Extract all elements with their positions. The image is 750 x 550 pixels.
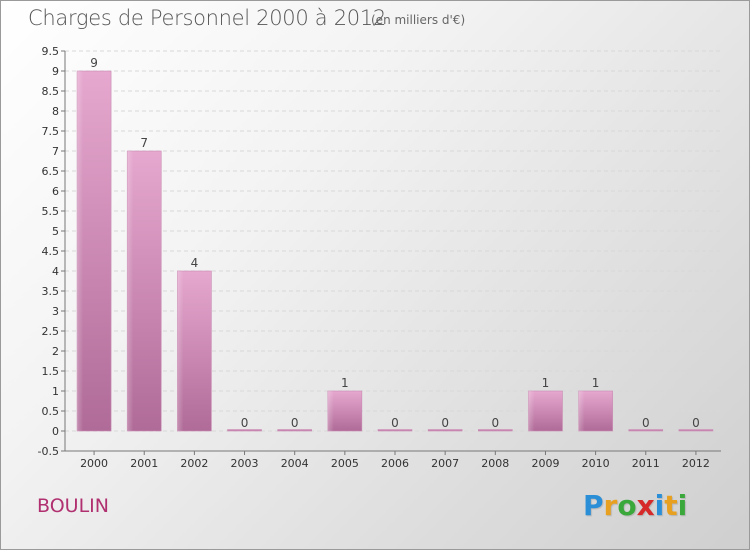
x-tick-label-2010: 2010 xyxy=(582,457,610,470)
y-tick-label: 3 xyxy=(52,305,59,318)
bar-2012 xyxy=(678,429,714,432)
value-label-2000: 9 xyxy=(90,56,98,70)
bar-highlight-2002 xyxy=(177,271,184,431)
commune-name: BOULIN xyxy=(37,495,109,517)
y-tick-label: 5 xyxy=(52,225,59,238)
y-tick-label: 7 xyxy=(52,145,59,158)
value-label-2012: 0 xyxy=(692,416,700,430)
value-label-2009: 1 xyxy=(542,376,550,390)
value-label-2002: 4 xyxy=(191,256,199,270)
chart-title: Charges de Personnel 2000 à 2012 xyxy=(28,6,386,30)
y-tick-label: 6.5 xyxy=(42,165,60,178)
x-tick-label-2000: 2000 xyxy=(80,457,108,470)
logo-letter: r xyxy=(603,489,618,522)
grid-lines xyxy=(65,50,721,452)
labels: -0.5 0 0.5 1 1.5 2 2.5 3 3.5 4 4.5 5 5.5 6 6.5 7 7.5 8 8.5… xyxy=(38,45,710,470)
y-tick-label: 1.5 xyxy=(42,365,60,378)
bar-2008 xyxy=(478,429,513,432)
y-tick-label: 9.5 xyxy=(42,45,60,58)
x-tick-label-2011: 2011 xyxy=(632,457,660,470)
logo-letter: i xyxy=(654,489,665,522)
y-tick-label: -0.5 xyxy=(38,445,59,458)
bar-2004 xyxy=(277,429,312,432)
y-tick-label: 5.5 xyxy=(42,205,60,218)
bar-highlight-2010 xyxy=(578,391,585,431)
y-tick-label: 8 xyxy=(52,105,59,118)
chart-subtitle: (en milliers d'€) xyxy=(371,13,466,27)
proxiti-logo: Proxiti xyxy=(583,489,687,522)
y-tick-label: 9 xyxy=(52,65,59,78)
x-tick-label-2003: 2003 xyxy=(231,457,259,470)
bar-2006 xyxy=(377,429,413,432)
y-tick-label: 4 xyxy=(52,265,59,278)
axes xyxy=(61,50,721,455)
y-tick-label: 4.5 xyxy=(42,245,60,258)
x-tick-label-2008: 2008 xyxy=(481,457,509,470)
y-tick-label: 2 xyxy=(52,345,59,358)
bar-highlight-2001 xyxy=(127,151,134,431)
y-tick-label: 3.5 xyxy=(42,285,60,298)
value-label-2004: 0 xyxy=(291,416,299,430)
value-label-2003: 0 xyxy=(241,416,249,430)
y-tick-label: 1 xyxy=(52,385,59,398)
x-tick-label-2005: 2005 xyxy=(331,457,359,470)
value-label-2011: 0 xyxy=(642,416,650,430)
logo-letter: t xyxy=(664,489,678,522)
bar-2003 xyxy=(227,429,262,432)
value-label-2010: 1 xyxy=(592,376,600,390)
value-label-2005: 1 xyxy=(341,376,349,390)
y-tick-label: 0.5 xyxy=(42,405,60,418)
y-tick-label: 8.5 xyxy=(42,85,60,98)
x-tick-label-2012: 2012 xyxy=(682,457,710,470)
y-tick-label: 2.5 xyxy=(42,325,60,338)
logo-letter: i xyxy=(677,489,688,522)
y-tick-label: 6 xyxy=(52,185,59,198)
bar-highlight-2009 xyxy=(528,391,535,431)
x-tick-label-2007: 2007 xyxy=(431,457,459,470)
bar-2011 xyxy=(628,429,664,432)
value-label-2001: 7 xyxy=(140,136,148,150)
x-tick-label-2001: 2001 xyxy=(130,457,158,470)
bar-2007 xyxy=(427,429,463,432)
logo-letter: o xyxy=(617,489,637,522)
logo-letter: P xyxy=(583,489,604,522)
x-tick-label-2009: 2009 xyxy=(531,457,559,470)
value-label-2007: 0 xyxy=(441,416,449,430)
value-label-2006: 0 xyxy=(391,416,399,430)
x-tick-label-2004: 2004 xyxy=(281,457,309,470)
bar-highlight-2000 xyxy=(77,71,84,431)
y-tick-label: 7.5 xyxy=(42,125,60,138)
logo-letter: x xyxy=(636,489,655,522)
bar-highlight-2005 xyxy=(327,391,334,431)
x-tick-label-2006: 2006 xyxy=(381,457,409,470)
bars xyxy=(76,70,714,432)
x-tick-label-2002: 2002 xyxy=(180,457,208,470)
y-tick-label: 0 xyxy=(52,425,59,438)
value-label-2008: 0 xyxy=(491,416,499,430)
